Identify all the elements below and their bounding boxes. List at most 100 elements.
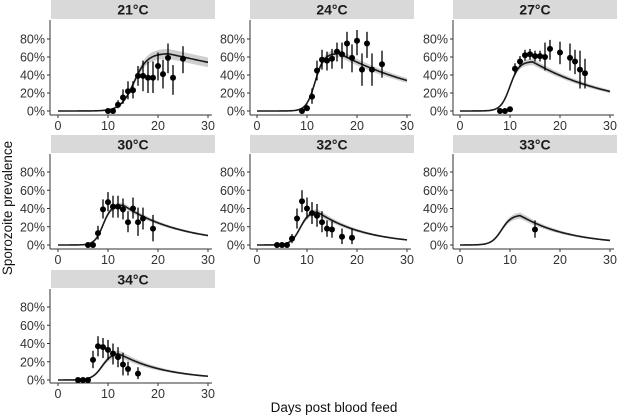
- data-point: [130, 87, 136, 94]
- data-point: [309, 210, 315, 217]
- x-tick-label: 20: [553, 119, 567, 133]
- data-point: [532, 53, 538, 60]
- y-tick-label: 40%: [423, 69, 448, 83]
- x-tick-label: 10: [503, 253, 517, 267]
- data-point: [329, 55, 335, 62]
- data-point: [110, 350, 116, 357]
- y-tick-label: 40%: [20, 202, 45, 216]
- data-point: [135, 72, 141, 79]
- data-point: [135, 370, 141, 377]
- y-tick-label: 0%: [27, 105, 45, 119]
- data-point: [502, 108, 508, 114]
- data-point: [334, 48, 340, 55]
- facet-strip-label: 32°C: [316, 137, 347, 153]
- y-tick-label: 20%: [220, 87, 245, 101]
- facet-strip: [250, 0, 414, 19]
- data-point: [577, 66, 583, 73]
- x-tick-label: 30: [201, 387, 215, 401]
- data-point: [165, 54, 171, 61]
- y-tick-label: 60%: [423, 184, 448, 198]
- facet-strip-label: 24°C: [316, 2, 347, 18]
- data-point: [90, 242, 96, 248]
- data-point: [512, 65, 518, 72]
- y-tick-label: 40%: [220, 69, 245, 83]
- facet-strip-label: 34°C: [117, 272, 148, 288]
- data-point: [145, 74, 151, 81]
- data-point: [90, 356, 96, 363]
- panel-21C: 21°C 0% 20% 40% 60% 80% 0 10 20 30: [20, 0, 215, 133]
- data-point: [522, 52, 528, 59]
- data-point: [125, 366, 131, 373]
- y-tick-label: 80%: [20, 166, 45, 180]
- y-tick-label: 0%: [27, 239, 45, 253]
- x-tick-label: 0: [55, 119, 62, 133]
- data-point: [497, 108, 503, 114]
- facet-strip: [51, 270, 215, 288]
- data-point: [572, 58, 578, 65]
- facet-strip-label: 27°C: [519, 2, 550, 18]
- y-tick-label: 60%: [20, 319, 45, 333]
- data-point: [105, 346, 111, 353]
- data-point: [582, 70, 588, 77]
- data-point: [314, 212, 320, 219]
- panel-32C: 32°C 0% 20% 40% 60% 80% 0 10 20 30: [220, 135, 414, 267]
- data-point: [170, 74, 176, 81]
- data-point: [284, 242, 290, 248]
- model-ci-band: [58, 350, 208, 380]
- data-point: [120, 206, 126, 213]
- y-tick-label: 80%: [220, 166, 245, 180]
- panel-30C: 30°C 0% 20% 40% 60% 80% 0 10 20 30: [20, 135, 215, 267]
- y-tick-label: 20%: [423, 220, 448, 234]
- x-tick-label: 10: [503, 119, 517, 133]
- x-axis-title: Days post blood feed: [271, 400, 398, 415]
- facet-strip-label: 33°C: [519, 137, 550, 153]
- data-point: [542, 54, 548, 60]
- data-point: [349, 54, 355, 61]
- data-point: [339, 233, 345, 240]
- x-tick-label: 20: [151, 119, 165, 133]
- facet-strip: [250, 135, 414, 153]
- data-point: [309, 93, 315, 100]
- data-point: [359, 66, 365, 73]
- x-tick-label: 30: [400, 253, 414, 267]
- data-point: [274, 242, 280, 248]
- data-point: [110, 203, 116, 210]
- data-point: [125, 88, 131, 95]
- y-tick-label: 0%: [227, 239, 245, 253]
- data-point: [299, 198, 305, 205]
- facet-strip: [51, 0, 215, 19]
- data-point: [349, 234, 355, 241]
- y-tick-label: 80%: [423, 33, 448, 47]
- x-tick-label: 20: [350, 253, 364, 267]
- data-point: [547, 45, 553, 52]
- data-point: [105, 108, 111, 114]
- facet-strip-label: 30°C: [117, 137, 148, 153]
- data-point: [110, 108, 116, 114]
- x-tick-label: 0: [457, 119, 464, 133]
- y-axis-title: Sporozoite prevalence: [0, 141, 15, 275]
- y-tick-label: 40%: [20, 69, 45, 83]
- y-tick-label: 80%: [423, 166, 448, 180]
- data-point: [120, 361, 126, 368]
- x-tick-label: 30: [201, 119, 215, 133]
- data-point: [557, 49, 563, 56]
- x-tick-label: 0: [55, 253, 62, 267]
- data-point: [314, 67, 320, 74]
- data-point: [75, 377, 81, 383]
- x-tick-label: 10: [300, 253, 314, 267]
- data-point: [567, 54, 573, 61]
- y-tick-label: 0%: [430, 239, 448, 253]
- data-point: [85, 377, 91, 383]
- data-point: [95, 230, 101, 237]
- y-tick-label: 20%: [20, 220, 45, 234]
- y-tick-label: 60%: [423, 51, 448, 65]
- y-tick-label: 0%: [27, 374, 45, 388]
- facet-strip: [51, 135, 215, 153]
- data-point: [115, 203, 121, 210]
- facet-strip: [453, 0, 617, 19]
- data-point: [150, 74, 156, 81]
- x-tick-label: 0: [55, 387, 62, 401]
- x-tick-label: 20: [151, 253, 165, 267]
- data-point: [95, 343, 101, 350]
- data-point: [140, 215, 146, 222]
